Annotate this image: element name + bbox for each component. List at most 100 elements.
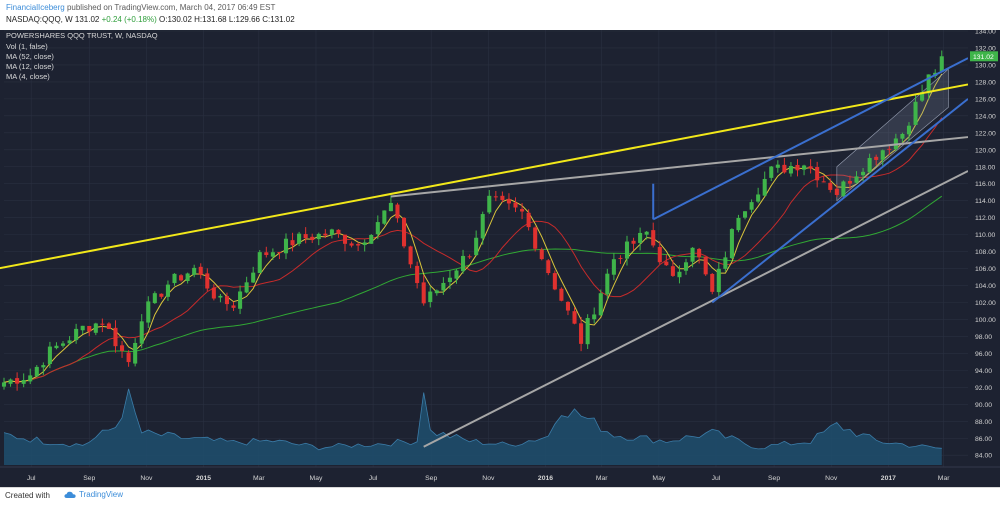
price-tick-label: 120.00 <box>975 147 996 154</box>
candle-body <box>388 202 393 212</box>
legend-ma12[interactable]: MA (12, close) <box>6 62 54 71</box>
candle-body <box>900 133 905 139</box>
candle-body <box>887 148 892 150</box>
candle-body <box>146 301 151 323</box>
trendlines[interactable] <box>0 57 969 448</box>
candle-body <box>277 252 282 254</box>
candle-body <box>421 282 426 304</box>
time-tick-label: Nov <box>825 475 838 482</box>
volume-fill <box>4 388 942 465</box>
candle-body <box>736 217 741 231</box>
candle-body <box>251 272 256 283</box>
candle-body <box>710 273 715 292</box>
price-tick-label: 128.00 <box>975 79 996 86</box>
candle-body <box>54 345 59 349</box>
candle-body <box>218 295 223 298</box>
candle-body <box>520 209 525 212</box>
candle-body <box>120 345 125 351</box>
candle-body <box>447 277 452 283</box>
candle-body <box>500 195 505 200</box>
candle-body <box>257 252 262 273</box>
candle-body <box>762 178 767 196</box>
trendline-trend_gray[interactable] <box>390 136 969 198</box>
price-tick-label: 108.00 <box>975 249 996 256</box>
legend-ma52[interactable]: MA (52, close) <box>6 52 54 61</box>
price-tick-label: 122.00 <box>975 130 996 137</box>
trendline-trend_yellow[interactable] <box>0 83 969 270</box>
candle-body <box>683 262 689 271</box>
candle-body <box>172 273 177 284</box>
candle-body <box>106 323 111 330</box>
time-tick-label: Sep <box>83 475 95 482</box>
candle-body <box>165 284 170 297</box>
candle-body <box>539 249 544 260</box>
candle-body <box>651 230 656 246</box>
candle-body <box>323 233 328 236</box>
candle-body <box>546 260 551 274</box>
candle-body <box>526 212 531 228</box>
candle-body <box>579 323 584 344</box>
publish-line: FinancialIceberg published on TradingVie… <box>6 3 275 12</box>
trendline-channel_blue[interactable] <box>711 98 969 304</box>
last-price-label: 131.02 <box>973 54 994 61</box>
candle-body <box>28 375 33 382</box>
candle-body <box>270 252 275 257</box>
time-tick-label: Nov <box>140 475 153 482</box>
volume-line <box>3 388 942 451</box>
candle-body <box>185 273 190 282</box>
candle-body <box>939 56 944 72</box>
price-axis[interactable]: 82.0084.0086.0088.0090.0092.0094.0096.00… <box>968 30 1000 477</box>
candle-body <box>159 293 164 297</box>
chart-header: FinancialIceberg published on TradingVie… <box>0 0 1000 30</box>
candle-body <box>290 240 295 246</box>
time-tick-label: Sep <box>768 475 780 482</box>
candle-body <box>920 92 925 101</box>
price-tick-label: 104.00 <box>975 283 996 290</box>
time-tick-label: Jul <box>27 475 36 482</box>
candle-body <box>310 236 315 241</box>
candle-body <box>467 256 472 258</box>
author-link[interactable]: FinancialIceberg <box>6 3 65 12</box>
candle-body <box>198 266 203 275</box>
candle-body <box>513 202 518 208</box>
trendline-channel_blue[interactable] <box>652 57 969 221</box>
price-tick-label: 96.00 <box>975 351 992 358</box>
price-tick-label: 132.00 <box>975 45 996 52</box>
candle-body <box>356 244 361 246</box>
candle-body <box>926 74 931 94</box>
ohlc-values: O:130.02 H:131.68 L:129.66 C:131.02 <box>159 15 295 24</box>
price-tick-label: 98.00 <box>975 334 992 341</box>
candle-body <box>775 164 780 168</box>
candle-body <box>487 195 492 213</box>
trendline-trend_gray[interactable] <box>423 170 969 448</box>
candles <box>1 50 944 391</box>
candle-body <box>401 217 407 247</box>
candle-body <box>74 328 79 341</box>
candle-body <box>585 318 590 345</box>
time-axis[interactable]: Jul Sep Nov 2015 Mar May Jul Sep Nov 2016 Mar May Ju… <box>0 466 1000 487</box>
candle-body <box>795 164 800 171</box>
candle-body <box>644 231 649 235</box>
candle-body <box>336 229 341 234</box>
candle-body <box>880 150 885 160</box>
candle-body <box>874 156 879 160</box>
candle-body <box>703 256 708 275</box>
legend-vol[interactable]: Vol (1, false) <box>6 42 48 51</box>
candle-body <box>113 327 118 347</box>
candle-body <box>638 232 643 243</box>
candle-body <box>34 366 39 377</box>
candle-body <box>565 301 571 311</box>
candle-body <box>369 235 374 244</box>
candle-body <box>834 188 839 195</box>
tradingview-logo[interactable]: TradingView <box>64 490 123 499</box>
candle-body <box>474 237 479 256</box>
candle-body <box>60 343 66 346</box>
candlestick-chart[interactable]: 82.0084.0086.0088.0090.0092.0094.0096.00… <box>0 30 1000 487</box>
candle-body <box>47 346 52 365</box>
candle-body <box>690 247 695 262</box>
candle-body <box>559 288 564 301</box>
publish-info: published on TradingView.com, March 04, … <box>66 3 276 12</box>
candle-body <box>297 233 302 244</box>
candle-body <box>461 255 466 272</box>
legend-ma4[interactable]: MA (4, close) <box>6 72 50 81</box>
